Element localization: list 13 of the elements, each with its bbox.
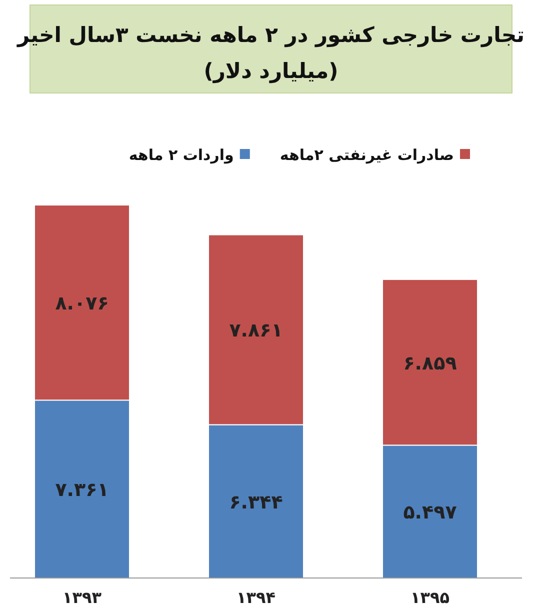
x-tick-label: ۱۳۹۳ [62, 588, 102, 607]
legend-item: واردات ۲ ماهه [128, 146, 250, 164]
x-tick-label: ۱۳۹۴ [236, 588, 276, 607]
data-label: ۷.۸۶۱ [229, 320, 283, 342]
data-label: ۶.۸۵۹ [403, 352, 458, 374]
chart-title: تجارت خارجی کشور در ۲ ماهه نخست ۳سال اخیر [16, 23, 524, 48]
chart-subtitle: (میلیارد دلار) [204, 59, 338, 84]
data-label: ۸.۰۷۶ [55, 292, 109, 315]
data-label: ۵.۴۹۷ [403, 502, 458, 524]
data-label: ۶.۳۴۴ [229, 491, 283, 514]
legend-item: صادرات غیرنفتی ۲ماهه [280, 146, 470, 164]
data-label: ۷.۳۶۱ [55, 479, 109, 502]
x-tick-label: ۱۳۹۵ [410, 588, 450, 607]
